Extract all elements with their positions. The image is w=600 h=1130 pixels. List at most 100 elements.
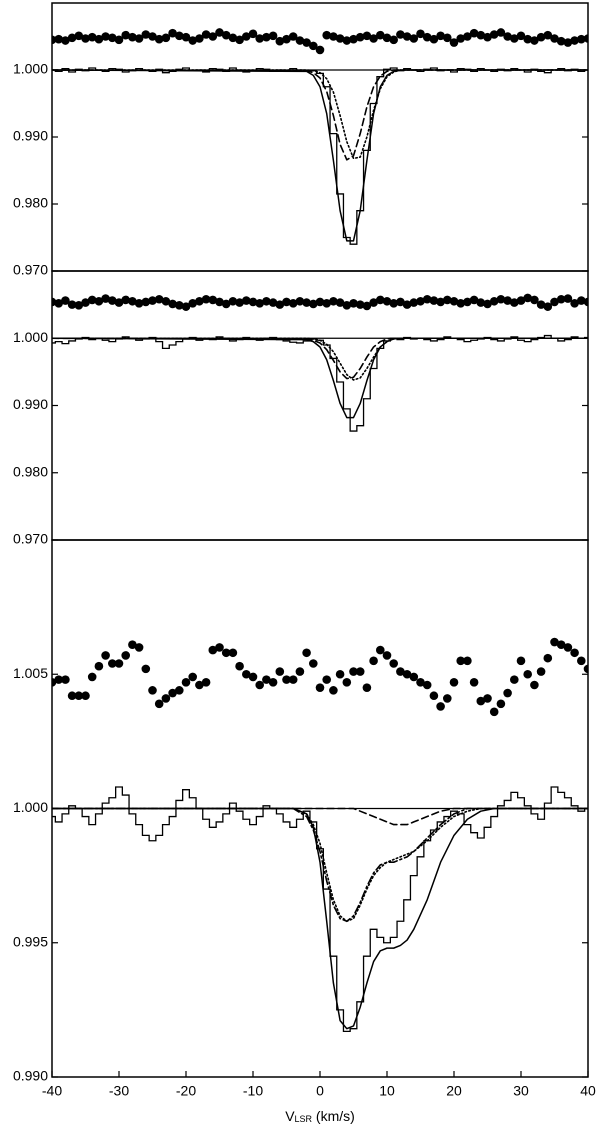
data-point bbox=[87, 32, 97, 42]
data-point bbox=[188, 672, 197, 682]
model-line bbox=[52, 807, 588, 826]
data-point bbox=[148, 32, 157, 41]
data-point bbox=[61, 675, 70, 684]
data-point bbox=[161, 694, 171, 703]
spectrum-steps bbox=[52, 786, 588, 1032]
data-point bbox=[422, 32, 432, 42]
data-point bbox=[228, 33, 238, 43]
data-point bbox=[181, 32, 191, 42]
data-point bbox=[449, 678, 459, 687]
data-point bbox=[188, 298, 197, 308]
data-point bbox=[416, 296, 425, 306]
data-point bbox=[329, 686, 338, 695]
data-point bbox=[402, 669, 412, 679]
x-tick-label: 10 bbox=[379, 1083, 395, 1099]
data-point bbox=[242, 669, 251, 679]
data-point bbox=[61, 296, 70, 305]
model-line bbox=[52, 807, 588, 1030]
data-point bbox=[322, 675, 332, 684]
y-tick-label: 0.980 bbox=[13, 463, 48, 479]
data-point bbox=[362, 683, 372, 692]
data-point bbox=[376, 30, 385, 40]
data-point bbox=[101, 32, 110, 41]
y-tick-label: 1.005 bbox=[13, 665, 48, 681]
data-point bbox=[262, 32, 271, 42]
data-point bbox=[128, 32, 137, 42]
y-tick-label: 0.990 bbox=[13, 396, 48, 412]
data-point bbox=[577, 34, 586, 44]
data-point bbox=[315, 45, 325, 55]
model-line bbox=[52, 69, 588, 161]
data-point bbox=[255, 34, 264, 43]
data-point bbox=[463, 32, 472, 41]
data-point bbox=[355, 300, 365, 309]
data-point bbox=[208, 295, 218, 305]
data-point bbox=[489, 707, 499, 717]
data-point bbox=[268, 298, 278, 307]
data-point bbox=[536, 32, 546, 42]
data-point bbox=[496, 294, 506, 304]
data-point bbox=[396, 30, 405, 39]
data-point bbox=[228, 648, 238, 658]
y-tick-label: 0.990 bbox=[13, 1068, 48, 1084]
data-point bbox=[329, 296, 338, 306]
data-point bbox=[483, 32, 492, 42]
data-point bbox=[114, 659, 124, 668]
data-point bbox=[228, 296, 238, 306]
data-point bbox=[342, 36, 352, 45]
data-point bbox=[141, 30, 151, 39]
data-point bbox=[409, 298, 419, 307]
data-point bbox=[248, 297, 258, 307]
data-point bbox=[94, 34, 104, 44]
data-point bbox=[295, 667, 305, 676]
data-point bbox=[242, 296, 251, 305]
data-point bbox=[510, 298, 519, 307]
data-point bbox=[456, 34, 466, 43]
data-point bbox=[87, 295, 97, 305]
data-point bbox=[362, 31, 372, 41]
data-point bbox=[543, 302, 553, 311]
data-point bbox=[67, 300, 77, 309]
data-point bbox=[530, 680, 539, 690]
data-point bbox=[81, 34, 90, 43]
data-point bbox=[443, 694, 452, 703]
x-tick-label: -20 bbox=[176, 1083, 196, 1099]
y-tick-label: 1.000 bbox=[13, 329, 48, 345]
data-point bbox=[456, 656, 466, 666]
data-point bbox=[536, 300, 546, 309]
data-point bbox=[577, 656, 586, 666]
data-point bbox=[436, 702, 445, 711]
data-point bbox=[108, 296, 117, 305]
data-point bbox=[402, 32, 412, 41]
data-point bbox=[376, 295, 385, 305]
x-tick-label: 20 bbox=[446, 1083, 462, 1099]
data-point bbox=[288, 298, 298, 308]
data-point bbox=[422, 294, 432, 304]
data-point bbox=[161, 33, 171, 43]
data-point bbox=[154, 294, 164, 304]
x-tick-label: -10 bbox=[243, 1083, 263, 1099]
data-point bbox=[489, 30, 499, 39]
data-point bbox=[369, 34, 378, 43]
data-point bbox=[523, 34, 532, 44]
data-point bbox=[335, 298, 345, 307]
data-point bbox=[195, 34, 204, 43]
data-point bbox=[476, 298, 486, 307]
data-point bbox=[563, 38, 573, 47]
data-point bbox=[489, 296, 499, 306]
data-point bbox=[268, 678, 278, 687]
data-point bbox=[583, 664, 588, 674]
data-point bbox=[443, 295, 452, 305]
data-point bbox=[201, 678, 211, 687]
data-point bbox=[463, 297, 472, 307]
model-line bbox=[52, 337, 588, 380]
data-point bbox=[409, 672, 419, 682]
data-point bbox=[563, 294, 573, 303]
data-point bbox=[201, 30, 211, 39]
data-point bbox=[382, 296, 392, 306]
data-point bbox=[322, 30, 332, 40]
data-point bbox=[449, 296, 459, 306]
model-line bbox=[52, 807, 588, 923]
data-point bbox=[81, 691, 90, 701]
